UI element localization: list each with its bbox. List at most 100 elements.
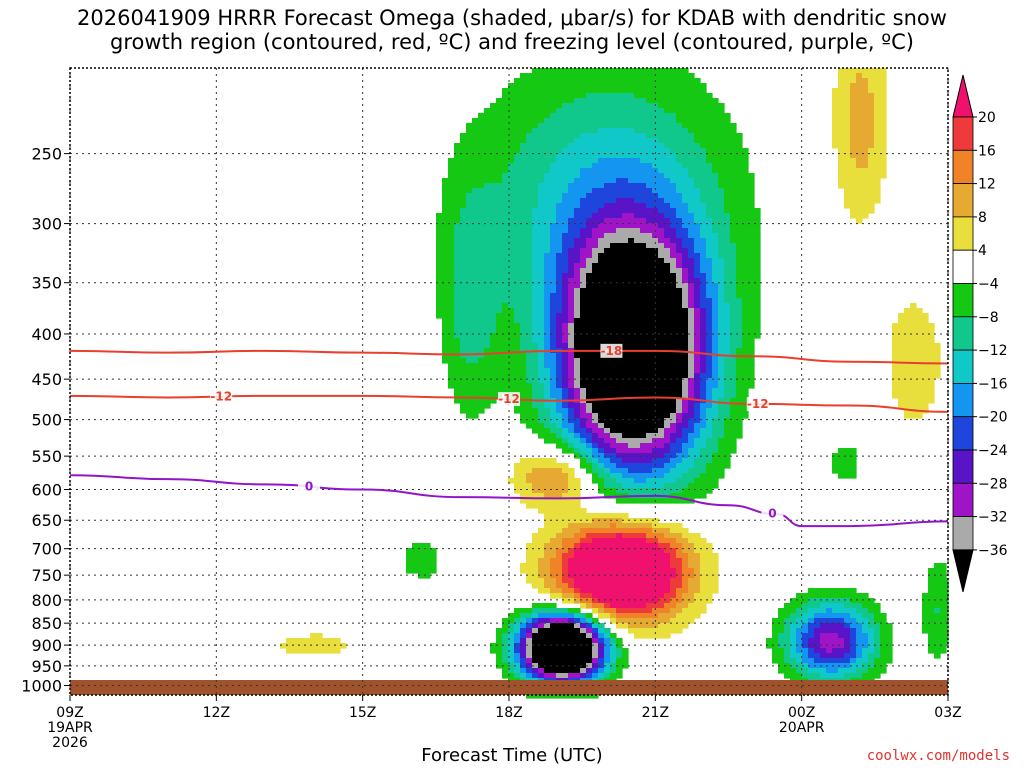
omega-cell (490, 308, 497, 314)
omega-cell (664, 388, 671, 394)
omega-cell (514, 293, 521, 299)
omega-cell (622, 303, 629, 309)
omega-cell (646, 448, 653, 454)
omega-cell (454, 208, 461, 214)
omega-cell (724, 253, 731, 259)
omega-cell (526, 548, 533, 554)
omega-cell (604, 673, 611, 679)
omega-cell (622, 123, 629, 129)
omega-cell (718, 373, 725, 379)
omega-cell (562, 638, 569, 644)
omega-cell (688, 463, 695, 469)
omega-cell (742, 363, 749, 369)
omega-cell (508, 633, 515, 639)
omega-cell (682, 253, 689, 259)
omega-cell (610, 303, 617, 309)
omega-cell (718, 128, 725, 134)
omega-cell (538, 123, 545, 129)
omega-cell (580, 233, 587, 239)
omega-cell (664, 593, 671, 599)
omega-cell (574, 378, 581, 384)
omega-cell (742, 153, 749, 159)
omega-cell (496, 173, 503, 179)
omega-cell (622, 543, 629, 549)
omega-cell (658, 618, 665, 624)
omega-cell (562, 303, 569, 309)
omega-cell (568, 68, 575, 74)
omega-cell (448, 248, 455, 254)
omega-cell (592, 578, 599, 584)
omega-cell (538, 88, 545, 94)
omega-cell (550, 383, 557, 389)
omega-cell (532, 78, 539, 84)
omega-cell (700, 283, 707, 289)
omega-cell (652, 543, 659, 549)
omega-cell (724, 433, 731, 439)
omega-cell (640, 428, 647, 434)
omega-cell (598, 168, 605, 174)
omega-cell (550, 638, 557, 644)
omega-cell (592, 193, 599, 199)
omega-cell (502, 308, 509, 314)
omega-cell (670, 168, 677, 174)
omega-cell (508, 308, 515, 314)
omega-cell (538, 168, 545, 174)
omega-cell (634, 533, 641, 539)
omega-cell (496, 233, 503, 239)
omega-cell (682, 483, 689, 489)
omega-cell (646, 223, 653, 229)
omega-cell (292, 638, 299, 644)
omega-cell (550, 278, 557, 284)
omega-cell (412, 553, 419, 559)
omega-cell (490, 373, 497, 379)
omega-cell (568, 238, 575, 244)
omega-cell (448, 288, 455, 294)
omega-cell (562, 108, 569, 114)
omega-cell (568, 163, 575, 169)
omega-cell (676, 208, 683, 214)
omega-cell (562, 123, 569, 129)
omega-cell (706, 313, 713, 319)
omega-cell (556, 588, 563, 594)
omega-cell (574, 483, 581, 489)
omega-cell (676, 263, 683, 269)
omega-cell (472, 353, 479, 359)
omega-cell (514, 483, 521, 489)
omega-cell (604, 138, 611, 144)
omega-cell (586, 378, 593, 384)
omega-cell (748, 278, 755, 284)
omega-cell (514, 243, 521, 249)
omega-cell (604, 73, 611, 79)
omega-cell (640, 343, 647, 349)
omega-cell (550, 413, 557, 419)
omega-cell (460, 178, 467, 184)
omega-cell (544, 288, 551, 294)
omega-cell (562, 673, 569, 679)
omega-cell (544, 198, 551, 204)
omega-cell (724, 208, 731, 214)
omega-cell (514, 338, 521, 344)
omega-cell (688, 368, 695, 374)
omega-cell (652, 83, 659, 89)
omega-cell (676, 418, 683, 424)
omega-cell (586, 598, 593, 604)
omega-cell (664, 363, 671, 369)
omega-cell (634, 303, 641, 309)
omega-cell (646, 463, 653, 469)
omega-cell (670, 373, 677, 379)
omega-cell (532, 368, 539, 374)
omega-cell (634, 588, 641, 594)
omega-cell (448, 298, 455, 304)
omega-cell (670, 203, 677, 209)
omega-cell (658, 178, 665, 184)
omega-cell (514, 198, 521, 204)
omega-cell (508, 143, 515, 149)
omega-cell (694, 373, 701, 379)
omega-cell (724, 438, 731, 444)
omega-cell (568, 178, 575, 184)
omega-cell (418, 558, 425, 564)
omega-cell (562, 263, 569, 269)
omega-cell (700, 428, 707, 434)
omega-cell (616, 668, 623, 674)
omega-cell (526, 313, 533, 319)
